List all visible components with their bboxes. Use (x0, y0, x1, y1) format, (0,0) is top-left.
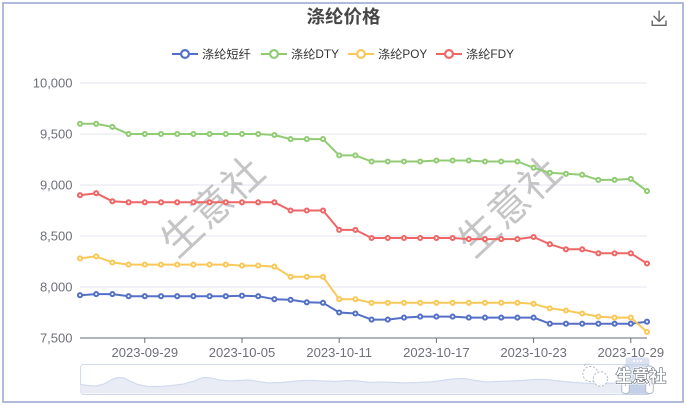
svg-text:FDY: FDY (490, 47, 514, 61)
svg-text:9,500: 9,500 (40, 127, 73, 142)
svg-text:2023-10-05: 2023-10-05 (209, 345, 276, 360)
svg-text:2023-09-29: 2023-09-29 (112, 345, 179, 360)
svg-text:10,000: 10,000 (33, 76, 73, 91)
svg-text:8,500: 8,500 (40, 229, 73, 244)
svg-text:2023-10-23: 2023-10-23 (500, 345, 567, 360)
svg-text:POY: POY (402, 47, 427, 61)
svg-text:2023-10-29: 2023-10-29 (598, 345, 665, 360)
svg-text:DTY: DTY (315, 47, 339, 61)
svg-text:2023-10-17: 2023-10-17 (403, 345, 470, 360)
svg-text:7,500: 7,500 (40, 331, 73, 346)
svg-text:9,000: 9,000 (40, 178, 73, 193)
svg-text:8,000: 8,000 (40, 280, 73, 295)
svg-text:2023-10-11: 2023-10-11 (306, 345, 372, 360)
